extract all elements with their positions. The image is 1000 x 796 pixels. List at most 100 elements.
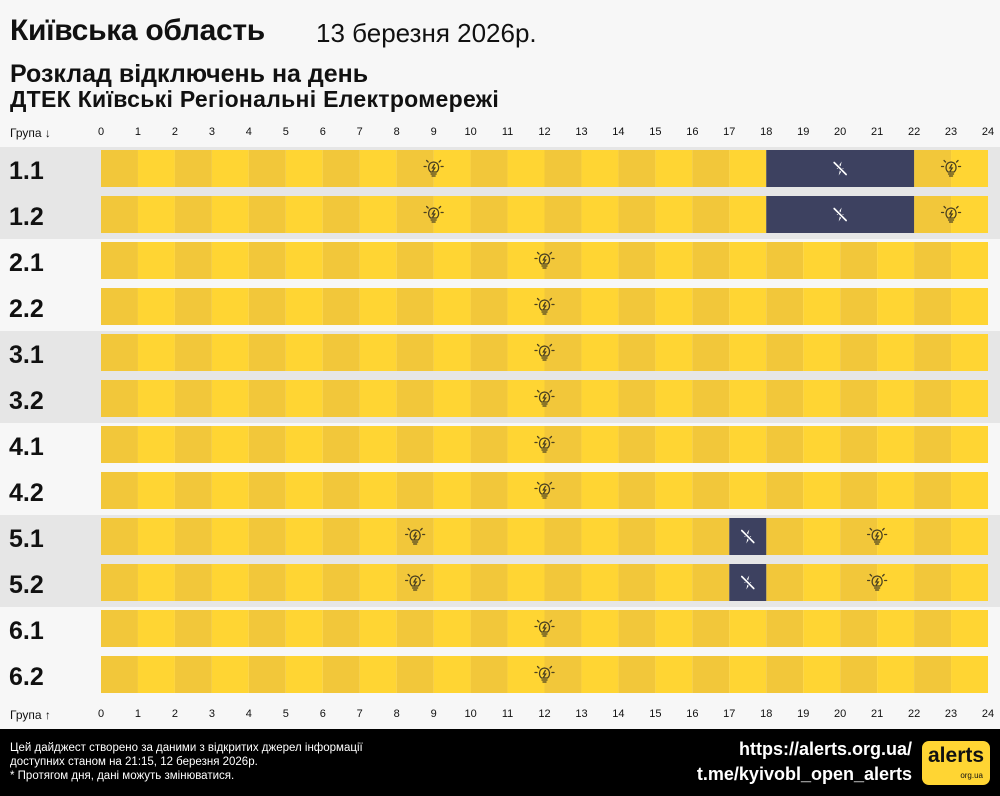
power-on-cell: [137, 564, 175, 601]
hour-tick-label: 10: [464, 708, 477, 720]
power-on-cell: [285, 380, 323, 417]
power-on-cell: [951, 656, 988, 693]
hour-tick-label: 23: [944, 708, 958, 720]
hour-tick-label: 4: [245, 126, 252, 138]
footer-disclaimer: Цей дайджест створено за даними з відкри…: [10, 741, 500, 783]
power-on-cell: [581, 380, 619, 417]
power-on-cell: [544, 656, 582, 693]
power-on-cell: [618, 472, 656, 509]
power-on-cell: [803, 380, 841, 417]
power-on-cell: [655, 610, 693, 647]
power-on-cell: [507, 656, 545, 693]
power-on-cell: [433, 564, 471, 601]
power-on-cell: [655, 334, 693, 371]
power-on-cell: [581, 426, 619, 463]
power-on-cell: [101, 380, 138, 417]
power-on-cell: [248, 334, 286, 371]
power-on-cell: [618, 150, 656, 187]
no-power-icon: [832, 160, 848, 177]
hour-tick-label: 21: [871, 708, 884, 720]
telegram-link[interactable]: t.me/kyivobl_open_alerts: [696, 764, 912, 784]
hour-tick-label: 20: [834, 126, 847, 138]
group-label: 2.2: [9, 295, 44, 323]
power-on-cell: [322, 518, 360, 555]
power-on-cell: [914, 610, 952, 647]
hour-tick-label: 7: [356, 126, 363, 138]
power-on-cell: [359, 426, 397, 463]
power-on-cell: [544, 426, 582, 463]
hour-tick-label: 16: [686, 708, 699, 720]
power-on-cell: [544, 150, 582, 187]
group-label: 1.2: [9, 203, 44, 231]
power-on-cell: [729, 334, 767, 371]
hour-tick-label: 18: [760, 708, 773, 720]
power-on-cell: [766, 242, 804, 279]
site-link[interactable]: https://alerts.org.ua/: [738, 739, 912, 759]
power-on-cell: [101, 564, 138, 601]
hour-tick-label: 19: [797, 126, 810, 138]
power-on-cell: [101, 610, 138, 647]
power-on-cell: [803, 564, 841, 601]
schedule-subtitle: Розклад відключень на день: [10, 60, 369, 88]
lightbulb-icon: [404, 573, 426, 591]
power-on-cell: [433, 242, 471, 279]
power-on-cell: [914, 472, 952, 509]
hour-tick-label: 12: [538, 126, 551, 138]
power-on-cell: [137, 150, 175, 187]
power-on-cell: [137, 426, 175, 463]
group-label: 4.2: [9, 479, 44, 507]
hour-tick-label: 24: [981, 708, 995, 720]
power-on-cell: [174, 288, 212, 325]
power-on-cell: [101, 656, 138, 693]
power-on-cell: [248, 150, 286, 187]
power-on-cell: [433, 518, 471, 555]
power-on-cell: [692, 380, 730, 417]
power-on-cell: [396, 334, 434, 371]
power-on-cell: [951, 150, 988, 187]
power-on-cell: [507, 380, 545, 417]
power-on-cell: [101, 472, 138, 509]
power-on-cell: [248, 610, 286, 647]
power-on-cell: [803, 472, 841, 509]
power-on-cell: [840, 288, 878, 325]
power-on-cell: [766, 380, 804, 417]
power-on-cell: [174, 518, 212, 555]
power-on-cell: [877, 656, 915, 693]
power-on-cell: [729, 288, 767, 325]
hour-tick-label: 10: [464, 126, 477, 138]
power-on-cell: [396, 472, 434, 509]
power-on-cell: [174, 150, 212, 187]
power-on-cell: [359, 564, 397, 601]
power-on-cell: [396, 150, 434, 187]
power-on-cell: [766, 564, 804, 601]
power-on-cell: [285, 426, 323, 463]
footer: Цей дайджест створено за даними з відкри…: [0, 729, 1000, 796]
lightbulb-icon: [534, 297, 555, 315]
power-on-cell: [285, 610, 323, 647]
power-on-cell: [322, 242, 360, 279]
power-on-cell: [285, 288, 323, 325]
power-on-cell: [470, 426, 508, 463]
power-on-cell: [137, 196, 175, 233]
power-on-cell: [322, 150, 360, 187]
power-on-cell: [470, 564, 508, 601]
power-on-cell: [618, 426, 656, 463]
power-on-cell: [544, 334, 582, 371]
power-on-cell: [581, 518, 619, 555]
power-on-cell: [285, 656, 323, 693]
power-on-cell: [655, 518, 693, 555]
power-on-cell: [285, 518, 323, 555]
power-on-cell: [507, 472, 545, 509]
power-on-cell: [285, 564, 323, 601]
power-on-cell: [359, 242, 397, 279]
power-on-cell: [766, 288, 804, 325]
power-on-cell: [655, 242, 693, 279]
group-axis-label-top: Група ↓: [10, 126, 51, 140]
power-on-cell: [840, 426, 878, 463]
power-on-cell: [914, 150, 952, 187]
hour-tick-label: 13: [575, 126, 588, 138]
power-on-cell: [101, 518, 138, 555]
power-on-cell: [433, 380, 471, 417]
power-on-cell: [248, 564, 286, 601]
power-on-cell: [211, 242, 249, 279]
